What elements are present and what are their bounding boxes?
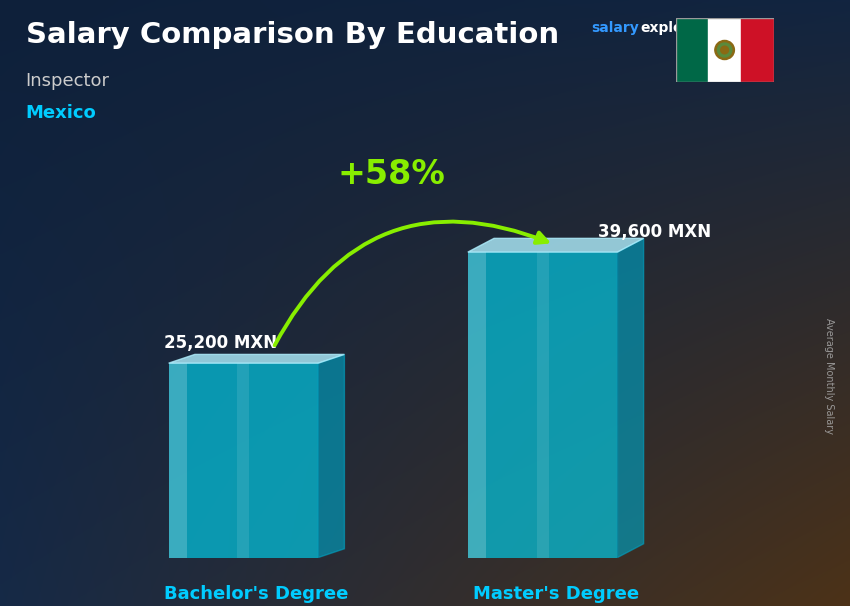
Bar bbox=[168, 363, 318, 558]
Text: 39,600 MXN: 39,600 MXN bbox=[598, 222, 711, 241]
Bar bbox=[468, 252, 617, 558]
Text: Master's Degree: Master's Degree bbox=[473, 585, 639, 602]
Text: salary: salary bbox=[591, 21, 638, 35]
Text: +58%: +58% bbox=[337, 158, 445, 191]
Text: explorer: explorer bbox=[640, 21, 705, 35]
Bar bbox=[536, 252, 548, 558]
Polygon shape bbox=[617, 238, 643, 558]
Bar bbox=[168, 363, 187, 558]
Bar bbox=[468, 252, 486, 558]
Text: Salary Comparison By Education: Salary Comparison By Education bbox=[26, 21, 558, 49]
Circle shape bbox=[721, 46, 728, 54]
Bar bbox=[676, 18, 708, 82]
Circle shape bbox=[717, 43, 732, 57]
Circle shape bbox=[715, 41, 734, 59]
Text: .com: .com bbox=[701, 21, 739, 35]
Bar bbox=[741, 18, 774, 82]
Text: Average Monthly Salary: Average Monthly Salary bbox=[824, 318, 834, 434]
Text: 25,200 MXN: 25,200 MXN bbox=[164, 333, 278, 351]
Text: Mexico: Mexico bbox=[26, 104, 96, 122]
Bar bbox=[708, 18, 741, 82]
Text: Inspector: Inspector bbox=[26, 72, 110, 90]
Polygon shape bbox=[168, 355, 344, 363]
Text: Bachelor's Degree: Bachelor's Degree bbox=[164, 585, 348, 602]
Bar bbox=[237, 363, 249, 558]
Polygon shape bbox=[468, 238, 643, 252]
Polygon shape bbox=[318, 355, 344, 558]
